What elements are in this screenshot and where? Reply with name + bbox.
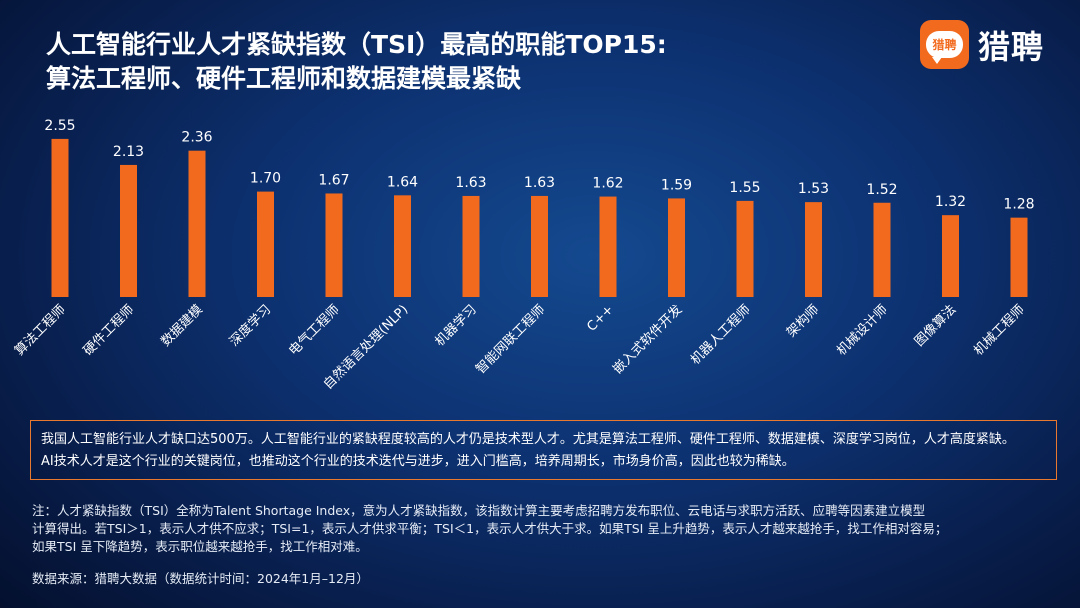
category-label-3: 数据建模 (158, 302, 205, 349)
data-label-2: 2.13 (113, 144, 144, 160)
data-label-5: 1.67 (318, 172, 349, 188)
bar-14 (942, 215, 959, 297)
data-label-9: 1.62 (592, 176, 623, 192)
data-source: 数据来源：猎聘大数据（数据统计时间：2024年1月–12月） (32, 571, 369, 586)
data-label-11: 1.55 (729, 180, 760, 196)
summary-line-2: AI技术人才是这个行业的关键岗位，也推动这个行业的技术迭代与进步，进入门槛高，培… (41, 454, 795, 469)
footnote-line-2: 计算得出。若TSI＞1，表示人才供不应求；TSI=1，表示人才供求平衡；TSI＜… (32, 521, 948, 536)
data-label-6: 1.64 (387, 174, 418, 190)
category-label-4: 深度学习 (226, 302, 274, 350)
title-line-1: 人工智能行业人才紧缺指数（TSI）最高的职能TOP15: (46, 30, 667, 59)
data-label-4: 1.70 (250, 171, 281, 187)
chart-title: 人工智能行业人才紧缺指数（TSI）最高的职能TOP15: 算法工程师、硬件工程师… (46, 28, 826, 96)
tsi-bar-chart: 2.55 算法工程师 2.13 硬件工程师 2.36 数据建模 1.70 深度学习 1.67 电气… (12, 118, 1034, 393)
data-label-15: 1.28 (1003, 197, 1034, 213)
bar-8 (531, 195, 548, 297)
data-label-10: 1.59 (661, 177, 692, 193)
category-label-9: C++ (584, 302, 616, 334)
bar-4 (257, 191, 274, 297)
liepin-logo: 猎聘 猎聘 (920, 20, 1044, 69)
bar-6 (394, 195, 411, 297)
data-label-13: 1.52 (866, 182, 897, 198)
bar-10 (668, 198, 685, 297)
category-label-11: 机器人工程师 (688, 302, 754, 368)
footnote-line-3: 如果TSI 呈下降趋势，表示职位越来越抢手，找工作相对难。 (32, 539, 368, 554)
bar-15 (1010, 217, 1028, 297)
summary-note-box: 我国人工智能行业人才缺口达500万。人工智能行业的紧缺程度较高的人才仍是技术型人… (30, 420, 1057, 480)
data-label-8: 1.63 (524, 175, 555, 191)
bar-1 (51, 138, 69, 297)
bar-5 (325, 193, 343, 297)
category-label-8: 智能网联工程师 (473, 302, 548, 377)
category-label-14: 图像算法 (912, 302, 959, 349)
bar-3 (188, 150, 206, 297)
category-label-15: 机械工程师 (971, 302, 1028, 359)
category-label-13: 机械设计师 (834, 302, 891, 359)
logo-brand-text: 猎聘 (978, 27, 1045, 66)
bar-7 (462, 195, 480, 297)
data-label-14: 1.32 (935, 194, 966, 210)
category-label-12: 架构师 (784, 302, 822, 340)
category-label-7: 机器学习 (432, 302, 480, 350)
category-label-2: 硬件工程师 (81, 302, 138, 359)
data-label-3: 2.36 (181, 130, 212, 146)
logo-badge: 猎聘 (920, 20, 969, 69)
data-label-12: 1.53 (798, 181, 829, 197)
footnote: 注：人才紧缺指数（TSI）全称为Talent Shortage Index，意为… (32, 502, 1062, 556)
summary-line-1: 我国人工智能行业人才缺口达500万。人工智能行业的紧缺程度较高的人才仍是技术型人… (41, 432, 1015, 447)
bar-12 (805, 202, 822, 297)
category-label-5: 电气工程师 (286, 302, 343, 359)
speech-bubble-icon: 猎聘 (926, 31, 963, 64)
bar-13 (873, 202, 891, 297)
category-label-10: 嵌入式软件开发 (610, 302, 686, 378)
bar-11 (736, 200, 754, 297)
footnote-line-1: 注：人才紧缺指数（TSI）全称为Talent Shortage Index，意为… (32, 503, 926, 518)
data-label-1: 2.55 (44, 118, 75, 134)
data-label-7: 1.63 (455, 175, 486, 191)
bar-9 (599, 196, 617, 297)
bar-2 (120, 164, 137, 297)
title-line-2: 算法工程师、硬件工程师和数据建模最紧缺 (46, 64, 522, 93)
category-label-1: 算法工程师 (12, 302, 69, 359)
